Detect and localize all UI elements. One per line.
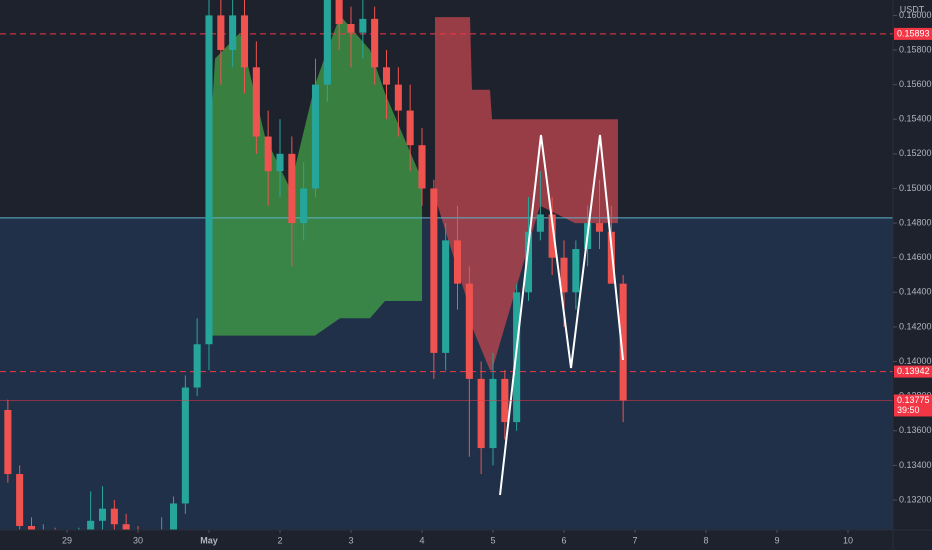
x-tick-label: 7: [632, 535, 637, 545]
candle-body: [453, 240, 462, 284]
x-tick-label: 4: [419, 535, 424, 545]
y-tick-label: 0.14000: [899, 356, 932, 366]
candle-body: [607, 231, 615, 284]
y-tick-label: 0.13600: [899, 425, 932, 435]
y-tick-label: 0.15800: [899, 44, 932, 54]
candle-body: [418, 145, 426, 189]
x-tick-label: 3: [348, 535, 353, 545]
candle-body: [276, 153, 284, 172]
price-label: 0.15893: [897, 28, 930, 38]
candle-body: [169, 503, 178, 530]
candle-body: [619, 283, 627, 401]
candle-body: [359, 18, 367, 33]
candle-body: [572, 249, 580, 293]
candle-body: [300, 188, 308, 224]
y-tick-label: 0.14400: [899, 287, 932, 297]
y-tick-label: 0.16000: [899, 10, 932, 20]
y-tick-label: 0.14800: [899, 217, 932, 227]
candle-body: [430, 188, 438, 353]
candle-body: [311, 84, 320, 189]
y-tick-label: 0.13400: [899, 460, 932, 470]
candle-body: [288, 153, 296, 224]
candle-body: [87, 520, 95, 530]
candle-body: [193, 344, 201, 388]
candle-body: [465, 283, 473, 379]
x-tick-label: 6: [561, 535, 566, 545]
candle-body: [4, 410, 12, 475]
candle-body: [595, 223, 604, 232]
candle-body: [442, 240, 450, 353]
candle-body: [122, 524, 130, 530]
candle-body: [477, 378, 485, 449]
candle-body: [217, 15, 225, 51]
x-tick-label: 5: [490, 535, 495, 545]
candle-body: [252, 67, 260, 137]
x-tick-label: May: [200, 535, 218, 545]
price-label-box: [894, 27, 932, 40]
candle-body: [371, 18, 379, 68]
y-tick-label: 0.13200: [899, 494, 932, 504]
y-tick-label: 0.14200: [899, 321, 932, 331]
y-tick-label: 0.15400: [899, 114, 932, 124]
candle-body: [27, 525, 36, 530]
candle-body: [110, 508, 118, 525]
candle-body: [489, 378, 497, 449]
y-tick-label: 0.15600: [899, 79, 932, 89]
candle-body: [335, 0, 343, 25]
candle-body: [98, 508, 107, 521]
candle-body: [205, 15, 213, 345]
candle-body: [560, 257, 568, 293]
last-price-label: 0.13775: [897, 395, 930, 405]
x-tick-label: 9: [774, 535, 779, 545]
x-tick-label: 2: [277, 535, 282, 545]
candle-body: [347, 24, 355, 33]
x-tick-label: 29: [62, 535, 72, 545]
currency-label: USDT: [900, 4, 925, 14]
candle-body: [524, 231, 533, 293]
indicator-band: [434, 17, 619, 371]
y-tick-label: 0.15200: [899, 148, 932, 158]
x-tick-label: 8: [703, 535, 708, 545]
y-tick-label: 0.14600: [899, 252, 932, 262]
candle-body: [536, 214, 544, 232]
candle-body: [264, 136, 272, 172]
x-tick-label: 30: [133, 535, 143, 545]
price-label: 0.13942: [897, 366, 930, 376]
candle-body: [16, 474, 24, 526]
candle-body: [181, 387, 189, 504]
y-tick-label: 0.15000: [899, 183, 932, 193]
candle-body: [229, 15, 237, 51]
candle-body: [406, 110, 414, 146]
candle-body: [323, 0, 331, 85]
price-label-box: [894, 365, 932, 378]
candle-body: [240, 15, 249, 68]
plot-area: [0, 0, 893, 530]
last-price-box: [894, 394, 932, 417]
candle-body: [548, 214, 556, 258]
countdown-label: 39:50: [897, 405, 920, 415]
zigzag-line: [499, 134, 624, 496]
x-tick-label: 10: [843, 535, 853, 545]
candle-body: [394, 84, 402, 111]
candle-body: [382, 67, 391, 85]
